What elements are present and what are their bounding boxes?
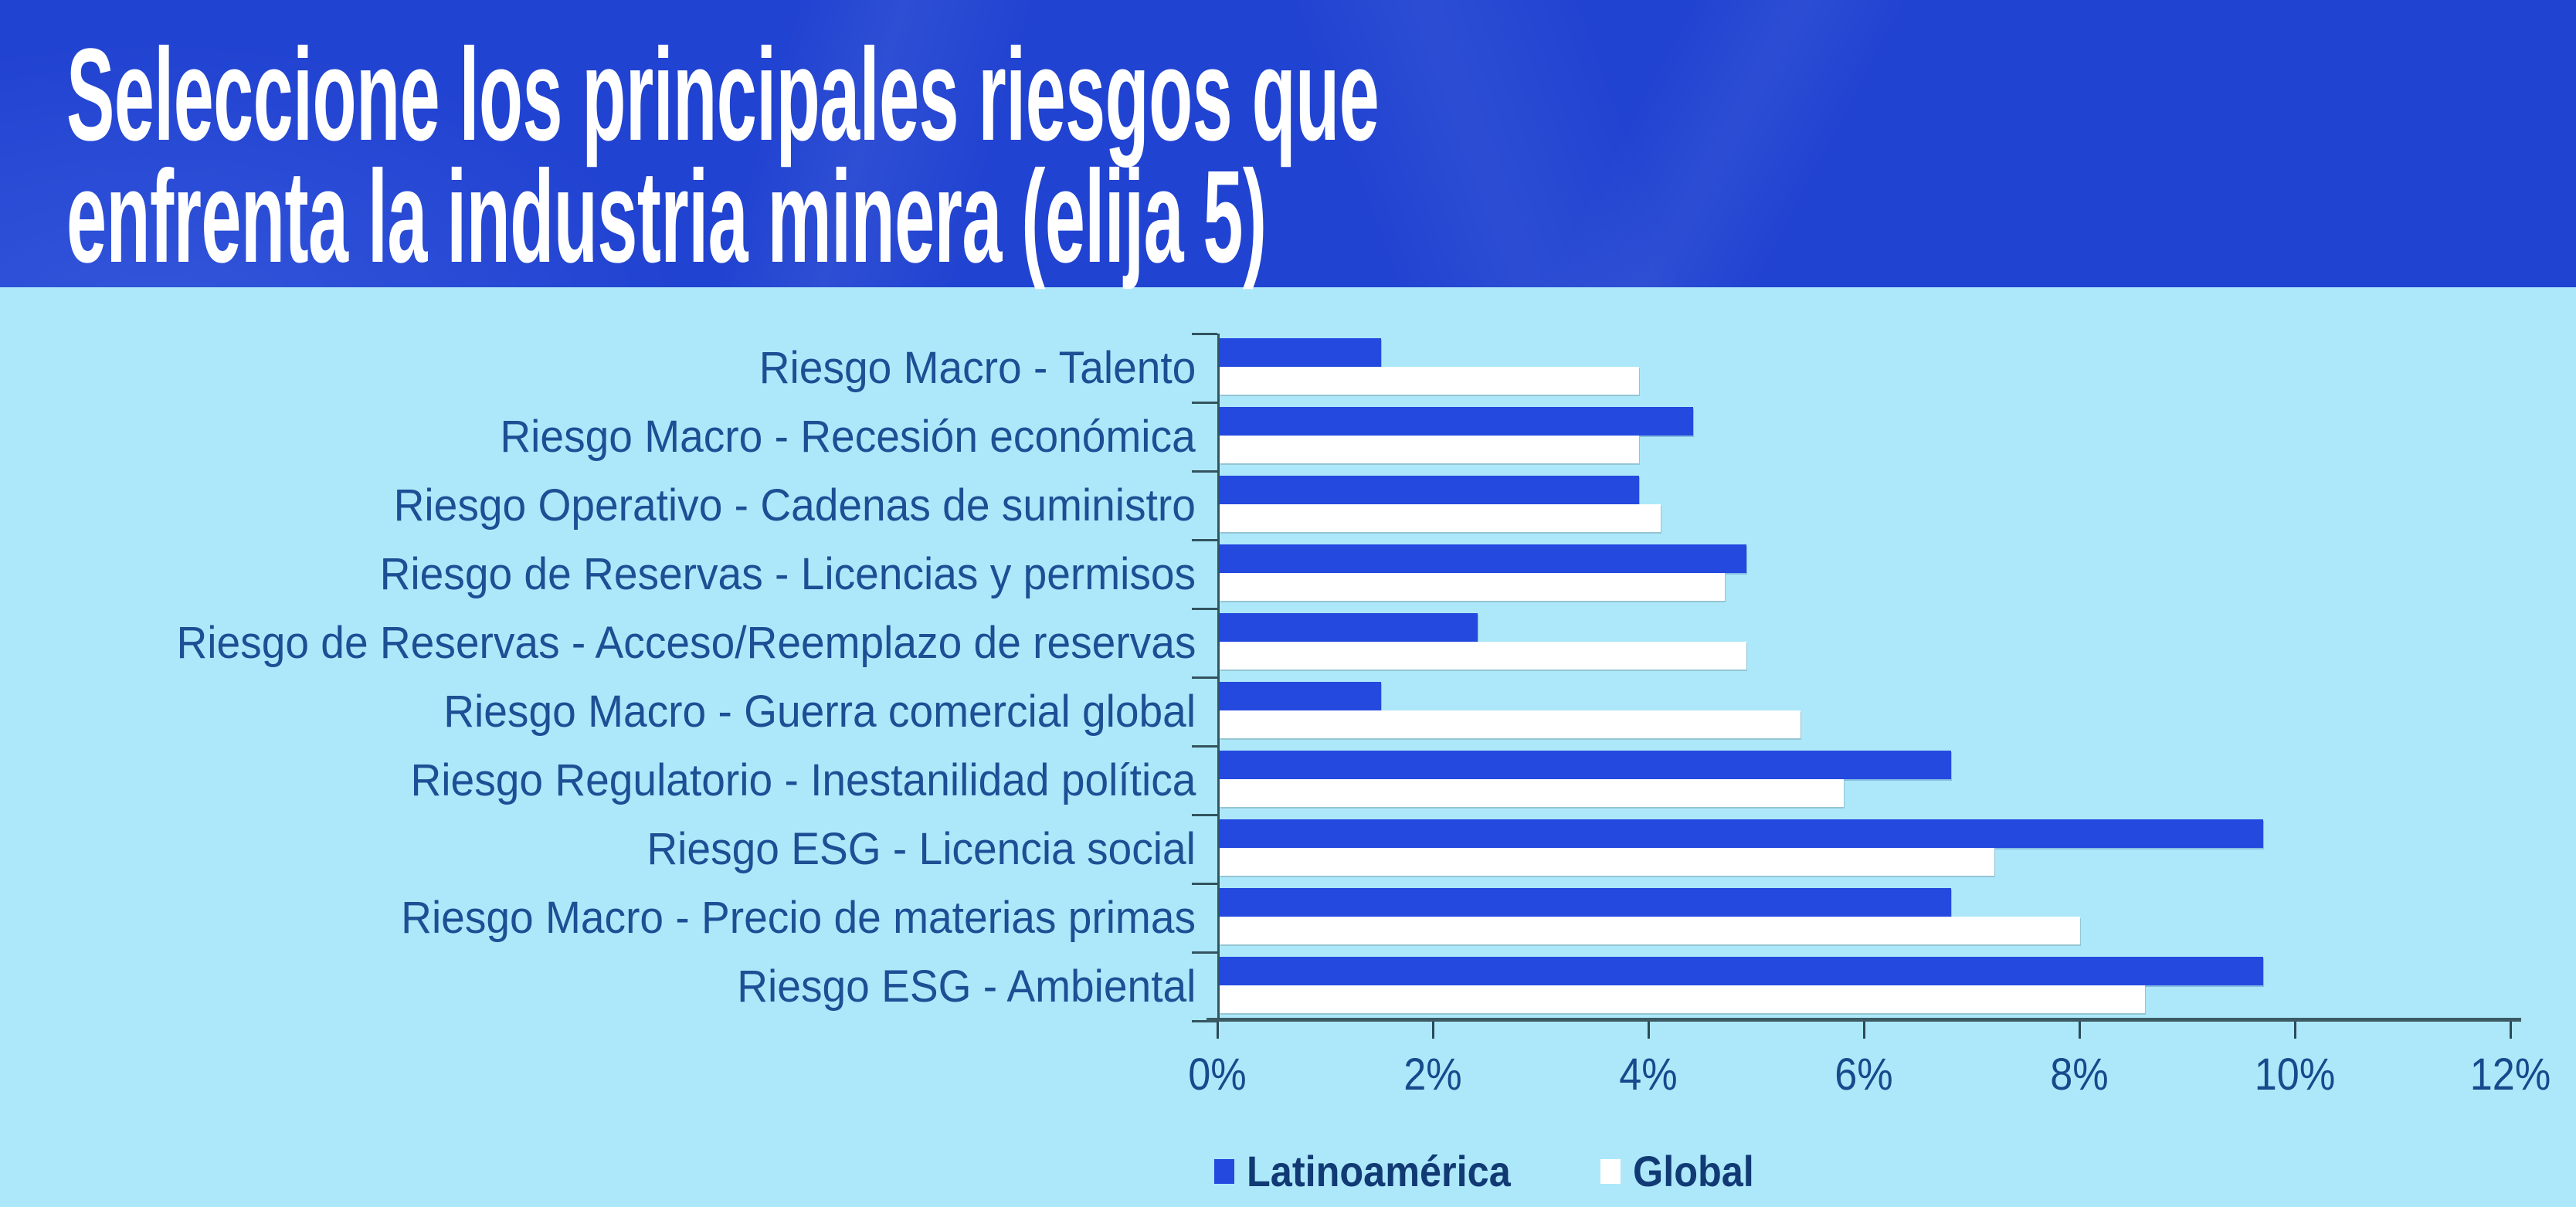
global-bar (1220, 435, 1640, 463)
x-axis-tick (2293, 1022, 2296, 1039)
x-axis-tick-label: 2% (1403, 1049, 1462, 1100)
legend-item: Latinoamérica (1214, 1146, 1540, 1196)
global-bar (1220, 916, 2080, 944)
y-axis-tick (1192, 608, 1217, 610)
y-axis-tick (1192, 676, 1217, 679)
category-label-text: Riesgo de Reservas - Licencias y permiso… (379, 549, 1196, 599)
page-title: Seleccione los principales riesgos que e… (66, 22, 2452, 290)
category-label-text: Riesgo ESG - Licencia social (647, 824, 1196, 874)
category-label: Riesgo ESG - Licencia social (0, 815, 1196, 883)
legend-label: Latinoamérica (1247, 1147, 1511, 1195)
category-label-text: Riesgo de Reservas - Acceso/Reemplazo de… (176, 618, 1196, 668)
global-bar (1220, 641, 1747, 670)
x-axis-line (1207, 1018, 2521, 1022)
y-axis-tick (1192, 951, 1217, 954)
bar-row (1220, 952, 2510, 1021)
chart-legend: Latinoamérica Global (1214, 1146, 1767, 1196)
latam-bar (1220, 819, 2263, 848)
latam-bar (1220, 613, 1478, 642)
x-axis-tick (1647, 1022, 1650, 1039)
category-label: Riesgo Macro - Recesión económica (0, 402, 1196, 471)
x-axis-tick-label: 10% (2254, 1049, 2336, 1100)
legend-item: Global (1600, 1146, 1767, 1196)
category-label: Riesgo de Reservas - Acceso/Reemplazo de… (0, 609, 1196, 677)
bar-row (1220, 402, 2510, 471)
latam-bar (1220, 338, 1381, 367)
bar-row (1220, 609, 2510, 677)
x-axis-tick (1216, 1022, 1219, 1039)
latam-bar (1220, 957, 2263, 985)
global-bar (1220, 847, 1994, 876)
title-banner: Seleccione los principales riesgos que e… (0, 0, 2576, 287)
category-label: Riesgo Macro - Guerra comercial global (0, 677, 1196, 746)
x-axis-tick (2078, 1022, 2081, 1039)
global-bar (1220, 778, 1844, 807)
x-axis-tick-label: 12% (2469, 1049, 2551, 1100)
category-label-text: Riesgo Macro - Recesión económica (500, 412, 1196, 462)
category-label: Riesgo ESG - Ambiental (0, 952, 1196, 1021)
global-bar (1220, 710, 1800, 738)
y-axis-tick (1192, 539, 1217, 541)
latam-bar (1220, 544, 1747, 573)
y-axis-tick (1192, 470, 1217, 473)
bar-chart: Riesgo Macro - Talento Riesgo Macro - Rec… (0, 287, 2576, 1207)
y-axis-tick (1192, 745, 1217, 748)
bar-row (1220, 677, 2510, 746)
plot-area (1192, 333, 2510, 1022)
global-bar (1220, 985, 2145, 1013)
category-labels: Riesgo Macro - Talento Riesgo Macro - Rec… (0, 334, 1196, 1021)
latam-bar (1220, 476, 1640, 504)
category-label-text: Riesgo Regulatorio - Inestanilidad polít… (410, 755, 1196, 805)
page-title-line-1: Seleccione los principales riesgos que (66, 22, 1380, 168)
global-bar (1220, 366, 1640, 395)
x-axis-tick (1862, 1022, 1865, 1039)
x-axis-tick-label: 8% (2050, 1049, 2109, 1100)
x-axis-tick-label: 4% (1619, 1049, 1678, 1100)
category-label: Riesgo Macro - Talento (0, 334, 1196, 402)
category-label-text: Riesgo Macro - Guerra comercial global (443, 687, 1196, 737)
legend-swatch (1214, 1158, 1234, 1184)
category-label-text: Riesgo Operativo - Cadenas de suministro (393, 480, 1196, 531)
bar-row (1220, 883, 2510, 952)
x-axis-tick (1431, 1022, 1434, 1039)
latam-bar (1220, 888, 1951, 917)
x-axis-tick-label: 6% (1834, 1049, 1893, 1100)
latam-bar (1220, 751, 1951, 779)
legend-label: Global (1632, 1147, 1754, 1195)
bar-row (1220, 540, 2510, 609)
x-axis-tick-label: 0% (1188, 1049, 1247, 1100)
y-axis-tick (1192, 333, 1217, 335)
global-bar (1220, 503, 1661, 532)
bar-row (1220, 471, 2510, 540)
bar-row (1220, 815, 2510, 883)
category-label: Riesgo Operativo - Cadenas de suministro (0, 471, 1196, 540)
bar-row (1220, 334, 2510, 402)
x-axis-tick (2509, 1022, 2512, 1039)
category-label: Riesgo Macro - Precio de materias primas (0, 883, 1196, 952)
legend-swatch (1600, 1158, 1621, 1184)
latam-bar (1220, 682, 1381, 710)
global-bar (1220, 572, 1726, 601)
y-axis-tick (1192, 1020, 1217, 1022)
category-label: Riesgo de Reservas - Licencias y permiso… (0, 540, 1196, 609)
page-title-line-2: enfrenta la industria minera (elija 5) (66, 144, 1267, 290)
bar-row (1220, 746, 2510, 815)
category-label-text: Riesgo Macro - Talento (759, 343, 1196, 393)
y-axis-tick (1192, 402, 1217, 404)
latam-bar (1220, 407, 1693, 436)
category-label-text: Riesgo Macro - Precio de materias primas (401, 893, 1196, 943)
y-axis-tick (1192, 883, 1217, 885)
category-label: Riesgo Regulatorio - Inestanilidad polít… (0, 746, 1196, 815)
y-axis-tick (1192, 814, 1217, 816)
category-label-text: Riesgo ESG - Ambiental (736, 961, 1196, 1012)
